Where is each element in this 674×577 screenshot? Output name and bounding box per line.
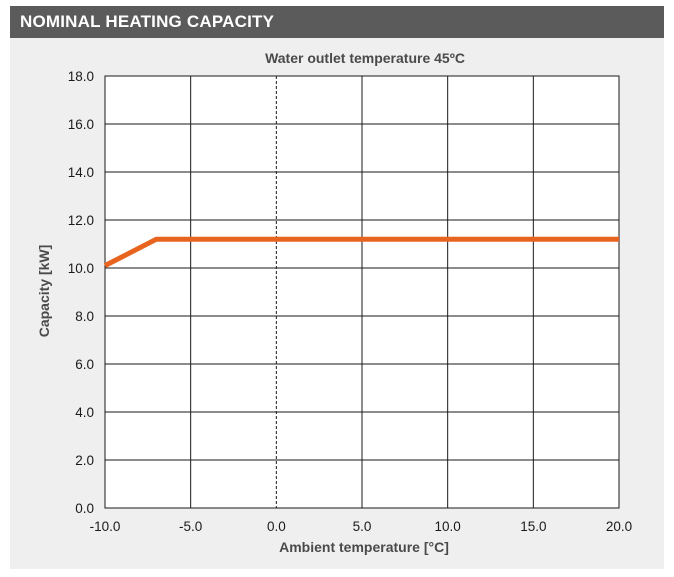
y-tick-label-8: 16.0 xyxy=(68,117,94,132)
capacity-chart: Water outlet temperature 45ºC 0.0 2.0 4.0 6… xyxy=(36,50,632,555)
section-header: NOMINAL HEATING CAPACITY xyxy=(10,6,664,38)
capacity-series-line-0 xyxy=(103,236,619,268)
x-tick-label-2: 0.0 xyxy=(267,519,286,534)
grid xyxy=(104,75,620,509)
x-tick-label-6: 20.0 xyxy=(606,519,632,534)
y-tick-label-9: 18.0 xyxy=(68,69,94,84)
y-tick-label-4: 8.0 xyxy=(75,309,94,324)
x-tick-label-5: 15.0 xyxy=(520,519,546,534)
y-tick-label-3: 6.0 xyxy=(75,357,94,372)
chart-panel: NOMINAL HEATING CAPACITY Water outlet te… xyxy=(10,6,664,569)
plot-border xyxy=(104,75,620,509)
series xyxy=(103,236,619,268)
x-tick-label-4: 10.0 xyxy=(435,519,461,534)
y-tick-label-0: 0.0 xyxy=(75,501,94,516)
y-tick-label-6: 12.0 xyxy=(68,213,94,228)
tick-labels: 0.0 2.0 4.0 6.0 8.0 10.0 12.0 14.0 16.0 18.0 -10.0… xyxy=(68,69,632,534)
x-tick-label-1: -5.0 xyxy=(179,519,202,534)
x-tick-label-0: -10.0 xyxy=(90,519,121,534)
y-tick-label-2: 4.0 xyxy=(75,405,94,420)
chart-title: Water outlet temperature 45ºC xyxy=(265,50,465,66)
x-axis-title: Ambient temperature [°C] xyxy=(279,539,449,555)
y-axis-title: Capacity [kW] xyxy=(36,245,52,338)
y-tick-label-5: 10.0 xyxy=(68,261,94,276)
y-tick-label-7: 14.0 xyxy=(68,165,94,180)
y-tick-label-1: 2.0 xyxy=(75,453,94,468)
x-tick-label-3: 5.0 xyxy=(353,519,372,534)
